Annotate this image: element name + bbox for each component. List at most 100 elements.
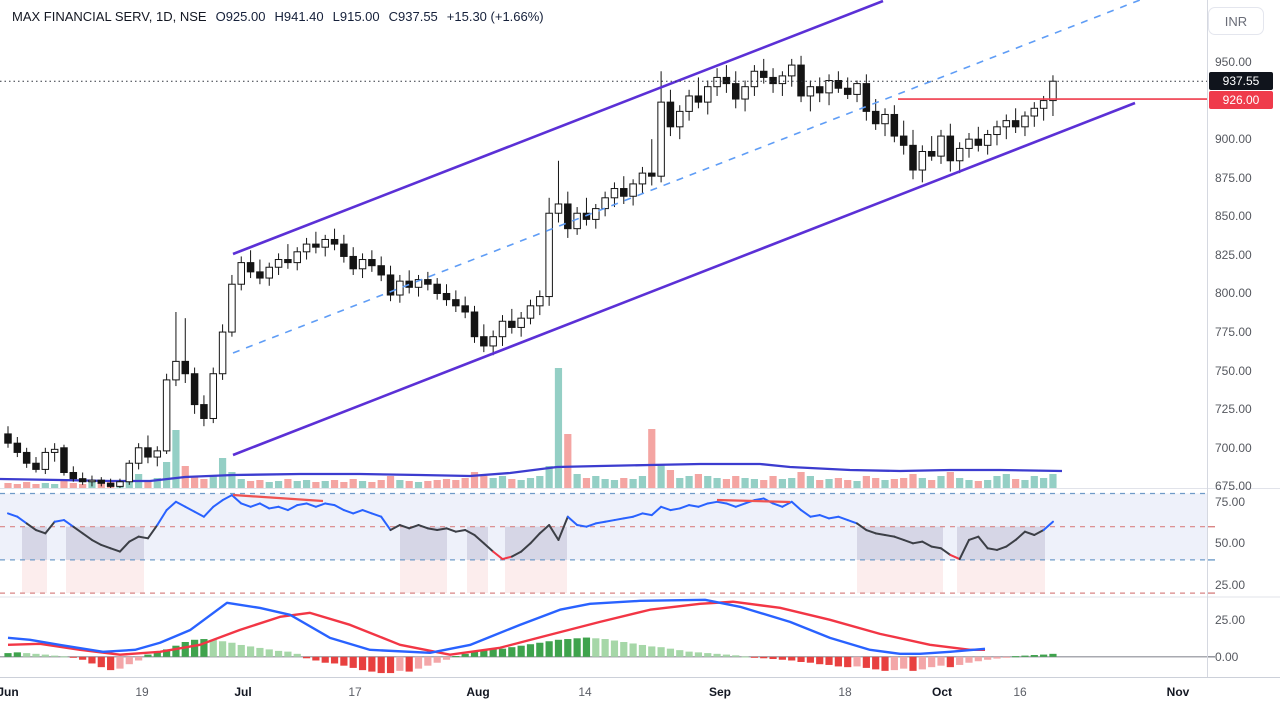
candles-layer [4,55,1057,488]
volume-bar [629,479,637,488]
volume-bar [265,482,273,488]
rsi-line-segment [986,547,998,551]
candle-body [144,447,152,458]
rsi-line-segment [650,505,663,517]
volume-bar [200,479,208,488]
candle-body [601,197,609,210]
rsi-line-segment [800,509,812,518]
candle-body [983,134,992,146]
price-axis-label: 950.00 [1215,55,1252,69]
rsi-line-segment [212,499,224,508]
macd-histogram-bar [284,651,292,657]
candle-body [592,208,600,220]
candle [274,253,283,275]
macd-histogram-bar [358,656,367,671]
candle [312,231,320,254]
macd-histogram-bar [592,638,600,657]
candle [983,129,992,155]
volume-bar [685,476,693,488]
rsi-layer [7,493,1054,561]
rsi-shade-column [957,526,1045,560]
rsi-line-segment [258,502,271,510]
candle [927,136,936,161]
candle-body [871,110,880,125]
macd-histogram-bar [928,656,936,668]
candle [722,65,731,93]
alert-price-badge: 926.00 [1209,91,1273,109]
volume-bar [237,479,245,488]
rsi-line-segment [809,514,821,518]
rsi-line-segment [16,515,28,525]
candle-body [1049,80,1057,102]
candle [881,108,889,137]
rsi-line-segment [818,514,831,520]
candle [1011,108,1020,133]
macd-histogram-bar [125,656,133,665]
macd-histogram-bar [872,656,880,670]
candle [536,290,544,316]
candle-body [648,172,656,177]
volume-bar [330,480,339,488]
macd-histogram-bar [433,656,441,663]
candle-body [181,360,190,375]
volume-bar [666,470,675,488]
volume-bar [918,478,926,488]
candle-body [274,259,283,268]
candle [806,80,815,112]
volume-bar [713,478,721,488]
macd-histogram-bar [13,652,21,657]
volume-bar [312,482,320,488]
volume-bar [508,479,516,488]
macd-histogram-bar [750,656,758,658]
rsi-line-segment [268,505,280,510]
macd-histogram-bar [191,639,199,657]
candle-body [797,64,805,97]
rsi-line-segment [426,527,439,532]
volume-bar [377,480,385,488]
candle-body [759,70,768,78]
candle [13,436,22,458]
symbol-info-bar[interactable]: MAX FINANCIAL SERV, 1D, NSE O925.00 H941.4… [12,9,553,24]
candle-body [442,292,451,301]
volume-bar [592,476,600,488]
candle-body [909,144,917,171]
candle-body [470,311,479,338]
rsi-line-segment [912,540,924,545]
rsi-line-segment [501,555,513,561]
rsi-shade-column-lower [66,559,144,594]
volume-bar [256,480,264,488]
candle [424,271,432,291]
rsi-line-segment [725,502,737,508]
volume-bar [41,483,49,488]
macd-histogram-bar [51,655,59,657]
macd-histogram-bar [386,656,395,674]
candle-body [657,101,665,177]
candle-body [787,64,796,77]
channel-mid-line [232,0,1141,354]
currency-button[interactable]: INR [1208,7,1264,35]
rsi-line-segment [1023,530,1036,536]
candle [162,373,171,454]
time-axis[interactable]: Jun 19 Jul 17 Aug 14 Sep 18 Oct 16 Nov [0,677,1280,710]
symbol-name[interactable]: MAX FINANCIAL SERV, 1D, NSE [12,9,207,24]
candle-body [433,283,441,294]
candle [22,447,31,468]
candle [386,265,395,302]
candle [834,71,843,93]
candle [797,55,805,103]
volume-bar [172,430,180,488]
macd-histogram-bar [685,651,693,657]
candle-body [843,87,852,95]
rsi-line-segment [697,502,709,508]
candle-body [13,442,22,453]
candle [256,259,264,285]
candle [433,278,441,300]
close-value: C937.55 [388,9,438,24]
volume-bar [461,478,469,488]
candle-body [564,203,572,230]
candle-body [4,433,12,444]
volume-bar [1030,476,1038,488]
price-axis-label: 850.00 [1215,209,1252,223]
price-axis[interactable]: 937.55 926.00 950.00 900.00 875.00 850.00 82… [1207,0,1280,677]
